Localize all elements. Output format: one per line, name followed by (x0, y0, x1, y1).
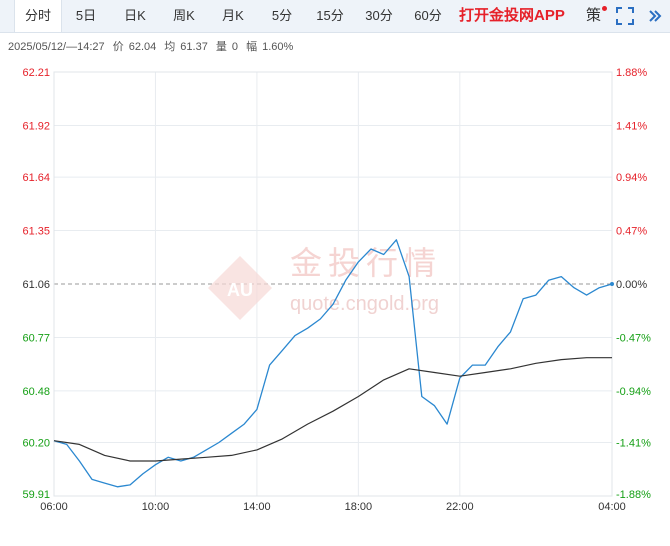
pct-tick-label: -0.94% (616, 386, 651, 398)
y-tick-label: 61.64 (22, 172, 50, 184)
y-tick-label: 60.77 (22, 332, 50, 344)
pct-tick-label: 0.94% (616, 172, 647, 184)
intraday-chart[interactable]: 62.21 1.88% 61.92 1.41% 61.64 0.94% 61.35 0.47%… (0, 60, 670, 516)
volume-value: 0 (231, 41, 239, 53)
average-line (53, 357, 612, 462)
x-tick-label: 06:00 (40, 501, 68, 513)
expand-icon[interactable] (648, 9, 662, 23)
watermark-url: quote.cngold.org (290, 293, 439, 315)
pct-tick-label: 0.00% (616, 279, 647, 291)
strategy-label: 策 (586, 7, 602, 24)
quote-datetime: 2025/05/12/—14:27 (8, 41, 105, 53)
x-tick-label: 04:00 (598, 501, 626, 513)
average-value: 61.37 (180, 41, 208, 53)
watermark-logo (208, 256, 272, 320)
watermark-logo-text: AU (227, 280, 253, 300)
tab-monthly-k[interactable]: 月K (222, 8, 244, 23)
x-tick-label: 18:00 (345, 501, 373, 513)
tab-15-min[interactable]: 15分 (316, 8, 344, 23)
pct-tick-label: 0.47% (616, 226, 647, 238)
volume-label: 量 (215, 41, 227, 53)
average-label: 均 (164, 41, 176, 53)
y-tick-label: 61.06 (22, 279, 50, 291)
watermark-name: 金投行情 (290, 244, 442, 282)
x-tick-label: 14:00 (243, 501, 271, 513)
change-value: 1.60% (262, 41, 294, 53)
price-label: 价 (112, 41, 124, 53)
tab-daily-k[interactable]: 日K (124, 8, 146, 23)
pct-tick-label: 1.88% (616, 67, 647, 79)
period-toolbar: 分时 5日 日K 周K 月K 5分 15分 30分 60分 打开金投网APP 策 (0, 0, 670, 33)
tab-weekly-k[interactable]: 周K (173, 8, 195, 23)
tab-5-min[interactable]: 5分 (271, 8, 293, 23)
y-tick-label: 60.48 (22, 386, 50, 398)
strategy-button[interactable]: 策 (586, 0, 608, 32)
pct-tick-label: -1.41% (616, 438, 651, 450)
price-value: 62.04 (128, 41, 157, 53)
pct-tick-label: 1.41% (616, 120, 647, 132)
y-tick-label: 60.20 (22, 438, 50, 450)
y-tick-label: 62.21 (22, 67, 50, 79)
price-line (53, 239, 613, 488)
pct-tick-label: -1.88% (616, 489, 651, 501)
y-tick-label: 61.35 (22, 226, 50, 238)
pct-tick-label: -0.47% (616, 332, 651, 344)
tab-60-min[interactable]: 60分 (414, 8, 442, 23)
tab-5-day[interactable]: 5日 (75, 8, 97, 23)
notification-dot (602, 6, 608, 11)
x-tick-label: 10:00 (142, 501, 170, 513)
tab-30-min[interactable]: 30分 (365, 8, 393, 23)
open-app-link[interactable]: 打开金投网APP (459, 7, 565, 24)
tab-intraday[interactable]: 分时 (14, 0, 62, 32)
price-end-point (610, 282, 614, 286)
fullscreen-icon[interactable] (616, 7, 634, 25)
change-label: 幅 (246, 41, 258, 53)
y-tick-label: 59.91 (22, 489, 50, 501)
plot-border (53, 71, 613, 497)
x-tick-label: 22:00 (446, 501, 474, 513)
y-tick-label: 61.92 (22, 120, 50, 132)
